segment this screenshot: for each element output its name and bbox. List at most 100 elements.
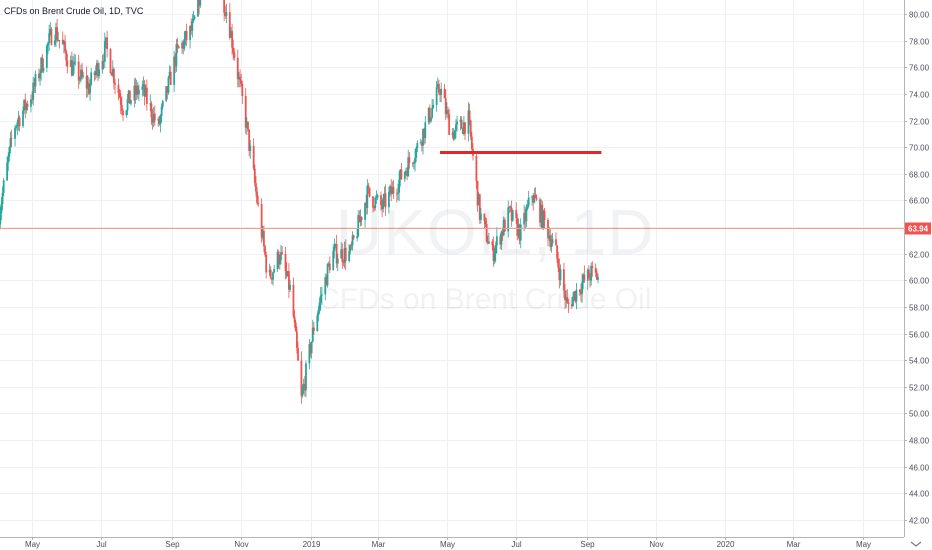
candle-body xyxy=(18,117,21,127)
candle-body xyxy=(249,145,252,151)
candle-body xyxy=(224,12,227,16)
price-axis[interactable]: 80.00 78.00 76.00 74.00 72.00 70.00 68.00 66.00… xyxy=(904,0,932,550)
candle-body xyxy=(595,272,598,280)
candle-body xyxy=(542,210,545,228)
candle-body xyxy=(264,246,266,255)
candle-body xyxy=(535,198,538,200)
candle-body xyxy=(431,107,433,118)
time-axis[interactable]: May Jul Sep Nov 2019 Mar May Jul Sep Nov 2020 Mar Ma… xyxy=(0,537,904,549)
candle-body xyxy=(268,269,271,273)
candle-body xyxy=(293,316,296,323)
candle-body xyxy=(225,12,228,16)
candle-body xyxy=(398,179,401,193)
candle-body xyxy=(150,103,153,118)
x-tick-label: Mar xyxy=(372,540,386,549)
candle-body xyxy=(152,113,155,123)
candle-body xyxy=(105,37,107,42)
candle-body xyxy=(540,204,543,223)
candle-body xyxy=(416,142,419,148)
candle-body xyxy=(455,124,457,131)
candle-body xyxy=(390,186,393,195)
candle-body xyxy=(153,113,156,121)
candle-body xyxy=(470,136,473,150)
candle-body xyxy=(260,204,263,238)
candle-body xyxy=(117,84,120,93)
candle-body xyxy=(325,277,328,286)
candle-body xyxy=(189,26,191,40)
candle-body xyxy=(488,241,490,244)
candle-body xyxy=(384,193,387,208)
candle-body xyxy=(518,224,521,241)
candle-body xyxy=(72,64,74,76)
candle-body xyxy=(10,138,13,139)
candle-body xyxy=(414,158,416,164)
candle-body xyxy=(557,258,560,268)
candle-body xyxy=(574,291,577,302)
candle-body xyxy=(159,116,162,125)
candle-body xyxy=(26,103,29,107)
candle-body xyxy=(493,253,496,261)
candle-body xyxy=(183,38,186,49)
candle-body xyxy=(444,98,447,114)
candle-body xyxy=(502,219,505,236)
candle-body xyxy=(368,187,371,197)
candle-body xyxy=(14,127,16,139)
candle-body xyxy=(578,289,581,293)
candle-body xyxy=(341,249,344,262)
candle-body xyxy=(373,207,376,209)
candle-body xyxy=(485,223,488,242)
candle-body xyxy=(261,231,264,238)
y-tick-label: 46.00 xyxy=(909,464,930,473)
candle-body xyxy=(169,71,172,85)
candle-body xyxy=(9,138,12,148)
candle-body xyxy=(580,292,582,294)
candle-body xyxy=(157,119,160,121)
last-price-label: 63.94 xyxy=(908,225,929,234)
candle-body xyxy=(301,389,304,396)
candle-body xyxy=(360,216,363,220)
candle-body xyxy=(559,269,562,281)
y-tick-label: 48.00 xyxy=(909,437,930,446)
candle-body xyxy=(500,231,503,245)
y-tick-label: 80.00 xyxy=(909,11,930,20)
candle-body xyxy=(515,210,518,219)
x-tick-label: May xyxy=(440,540,455,549)
candle-body xyxy=(288,271,290,290)
candle-body xyxy=(509,206,512,208)
candle-body xyxy=(411,162,414,164)
x-tick-label: Nov xyxy=(649,540,663,549)
candle-body xyxy=(517,224,520,236)
candle-body xyxy=(143,84,146,97)
price-axis-bg xyxy=(904,0,932,550)
candle-body xyxy=(460,119,463,129)
candle-body xyxy=(575,289,578,302)
candle-body xyxy=(447,110,449,115)
candle-body xyxy=(190,26,193,31)
y-tick-label: 56.00 xyxy=(909,331,930,340)
candle-body xyxy=(233,52,236,58)
candle-body xyxy=(533,194,536,203)
candle-body xyxy=(461,128,464,134)
candle-body xyxy=(311,327,314,342)
candle-body xyxy=(364,203,366,220)
scroll-right-icon[interactable] xyxy=(910,541,922,547)
candle-body xyxy=(119,97,122,105)
candle-body xyxy=(594,267,597,273)
candle-body xyxy=(281,252,283,254)
candle-body xyxy=(241,83,244,97)
candle-body xyxy=(191,21,194,31)
candle-body xyxy=(343,247,346,263)
candle-body xyxy=(427,107,430,123)
candle-body xyxy=(136,85,139,95)
candle-body xyxy=(348,251,351,261)
candle-body xyxy=(232,47,235,53)
candle-body xyxy=(252,145,255,169)
candle-body xyxy=(168,71,171,78)
candle-body xyxy=(388,191,390,208)
candle-body xyxy=(193,16,196,19)
candle-body xyxy=(122,110,124,116)
candle-body xyxy=(519,224,522,241)
candle-body xyxy=(66,60,69,67)
candle-body xyxy=(456,121,458,125)
